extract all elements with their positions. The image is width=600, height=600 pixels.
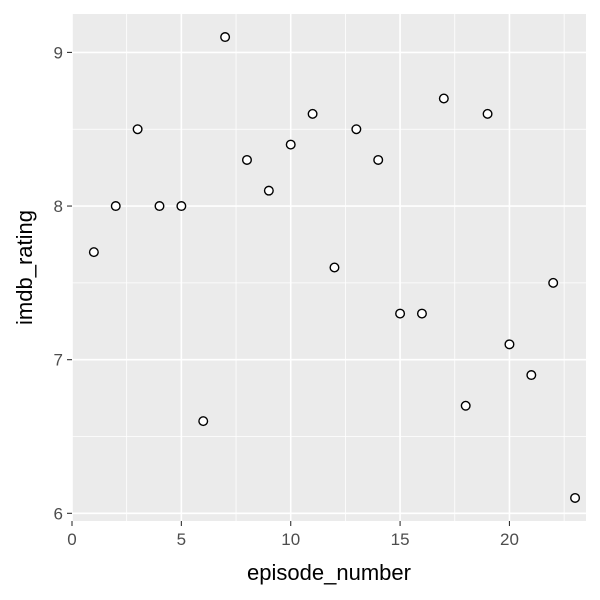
data-point: [176, 201, 187, 212]
y-axis-title: imdb_rating: [12, 210, 37, 325]
data-point: [373, 154, 384, 165]
y-tick-label: 9: [54, 43, 63, 62]
data-point: [416, 308, 427, 319]
x-tick-label: 15: [391, 530, 410, 549]
data-point: [351, 124, 362, 135]
x-tick-label: 10: [281, 530, 300, 549]
y-tick-label: 8: [54, 197, 63, 216]
data-point: [220, 32, 231, 43]
y-tick-label: 7: [54, 351, 63, 370]
data-point: [570, 492, 581, 503]
data-point: [132, 124, 143, 135]
data-point: [110, 201, 121, 212]
data-point: [263, 185, 274, 196]
data-point: [395, 308, 406, 319]
x-tick-label: 0: [67, 530, 76, 549]
data-point: [198, 416, 209, 427]
data-point: [307, 108, 318, 119]
x-tick-label: 5: [177, 530, 186, 549]
x-tick-label: 20: [500, 530, 519, 549]
data-point: [154, 201, 165, 212]
x-axis-title: episode_number: [247, 560, 411, 585]
data-point: [285, 139, 296, 150]
data-point: [88, 247, 99, 258]
data-point: [241, 154, 252, 165]
y-tick-label: 6: [54, 504, 63, 523]
data-points: [88, 32, 581, 503]
data-point: [526, 370, 537, 381]
data-point: [460, 400, 471, 411]
data-point: [329, 262, 340, 273]
data-point: [482, 108, 493, 119]
tick-labels: 0 5 10 15 20 6 7 8 9: [54, 43, 519, 549]
data-point: [504, 339, 515, 350]
data-point: [548, 277, 559, 288]
minor-gridlines: [72, 14, 586, 521]
data-point: [438, 93, 449, 104]
axis-ticks: [67, 51, 510, 526]
